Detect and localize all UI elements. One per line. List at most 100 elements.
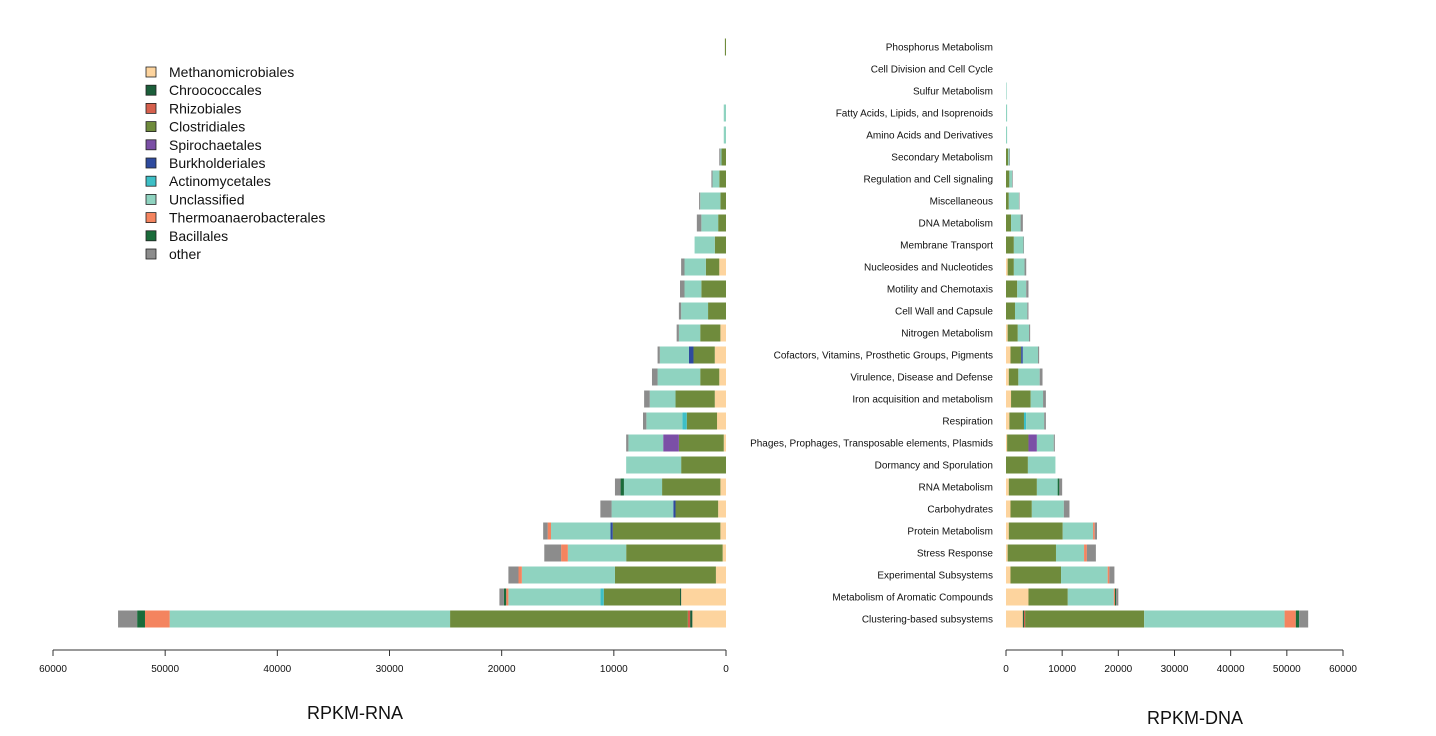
dna-bar-segment [1006,82,1007,100]
dna-bar-segment [1038,346,1040,364]
rna-bar-segment [684,258,706,276]
dna-bar-segment [1027,302,1029,320]
rna-bar-segment [721,148,726,166]
dna-bar-segment [1008,522,1063,540]
tick-label: 30000 [376,664,404,675]
dna-bar-segment [1114,588,1117,606]
legend-swatch [145,139,157,151]
legend-label: Spirochaetales [169,137,262,153]
rna-bar-segment [722,544,726,562]
dna-bar-segment [1014,302,1028,320]
category-labels: Phosphorus Metabolism Cell Division and C… [750,43,993,626]
dna-bar-segment [1026,412,1045,430]
dna-bar-segment [1055,544,1085,562]
rna-bar-segment [682,412,687,430]
legend-swatch [145,212,157,224]
dna-bar-segment [1006,236,1014,254]
rna-bar-segment [690,610,693,628]
dna-bar-segment [1006,566,1011,584]
dna-bar-segment [1113,588,1115,606]
rna-bar-segment [723,434,726,452]
dna-bar-segment [1006,214,1012,232]
dna-bar-segment [1299,610,1309,628]
legend-swatch [145,84,157,96]
rna-bar-segment [680,588,682,606]
rna-bar-segment [600,588,604,606]
rna-x-axis: 60000 50000 40000 30000 20000 10000 0 [39,649,729,675]
rna-bar-segment [720,192,726,210]
category-label: Phosphorus Metabolism [886,43,993,54]
dna-bar-segment [1006,390,1012,408]
category-label: Phages, Prophages, Transposable elements… [750,439,993,450]
rna-bar-segment [118,610,138,628]
dna-bar-segment [1028,434,1037,452]
rna-bar-segment [657,368,701,386]
category-label: DNA Metabolism [919,219,993,230]
category-label: Cell Division and Cell Cycle [871,65,994,76]
rna-bar-segment [699,192,701,210]
dna-bar-segment [1012,170,1013,188]
rna-bar-segment [719,148,721,166]
category-label: Amino Acids and Derivatives [866,131,993,142]
dna-x-axis-title: RPKM-DNA [1147,708,1243,728]
legend-swatch [145,175,157,187]
dna-bar-segment [1006,610,1023,628]
rna-bar-segment [673,500,676,518]
dna-bar-segment [1006,522,1009,540]
dna-bar-segment [1036,434,1054,452]
dna-bar-segment [1013,258,1025,276]
dna-bar-segment [1295,610,1300,628]
tick-label: 20000 [1104,664,1132,675]
dna-bar-segment [1006,434,1008,452]
dna-bar-segment [1007,324,1018,342]
rna-bar-segment [450,610,688,628]
dna-bar-segment [1007,434,1029,452]
rna-bar-segment [614,478,621,496]
rna-bar-segment [700,368,720,386]
rna-bar-segment [720,324,726,342]
rna-bar-segment [719,258,726,276]
dna-bar-segment [1010,566,1062,584]
rna-bar-segment [687,610,691,628]
dna-bar-segment [1144,610,1285,628]
dna-bar-segment [1044,412,1046,430]
legend-label: Chroococcales [169,82,262,98]
category-label: Virulence, Disease and Defense [850,373,993,384]
legend-label: Actinomycetales [169,173,271,189]
category-label: Sulfur Metabolism [913,87,993,98]
category-label: Miscellaneous [930,197,993,208]
rna-bar-segment [499,588,504,606]
rna-bar-segment [718,214,726,232]
rna-bars [118,38,726,628]
tick-label: 30000 [1161,664,1189,675]
rna-bar-segment [694,236,715,254]
category-label: Regulation and Cell signaling [863,175,993,186]
rna-bar-segment [626,434,629,452]
rna-bar-segment [681,302,709,320]
rna-bar-segment [711,170,713,188]
dna-bar-segment [1023,610,1026,628]
rna-bar-segment [714,236,726,254]
category-label: Iron acquisition and metabolism [852,395,993,406]
dna-bar-segment [1086,544,1096,562]
dna-bar-segment [1006,368,1009,386]
dna-bar-segment [1006,258,1008,276]
rna-bar-segment [680,280,685,298]
dna-bar-segment [1059,478,1063,496]
rna-bar-segment [717,412,726,430]
dna-bar-segment [1036,478,1058,496]
dna-bar-segment [1094,522,1097,540]
dna-bar-segment [1006,588,1029,606]
category-label: Respiration [942,417,993,428]
rna-bar-segment [649,390,676,408]
rna-bar-segment [693,346,715,364]
rna-bar-segment [688,346,694,364]
category-label: Stress Response [917,549,994,560]
dna-bar-segment [1022,610,1024,628]
legend-swatch [145,248,157,260]
rna-bar-segment [544,544,562,562]
legend-swatch [145,230,157,242]
rna-bar-segment [705,258,720,276]
dna-bar-segment [1011,390,1031,408]
